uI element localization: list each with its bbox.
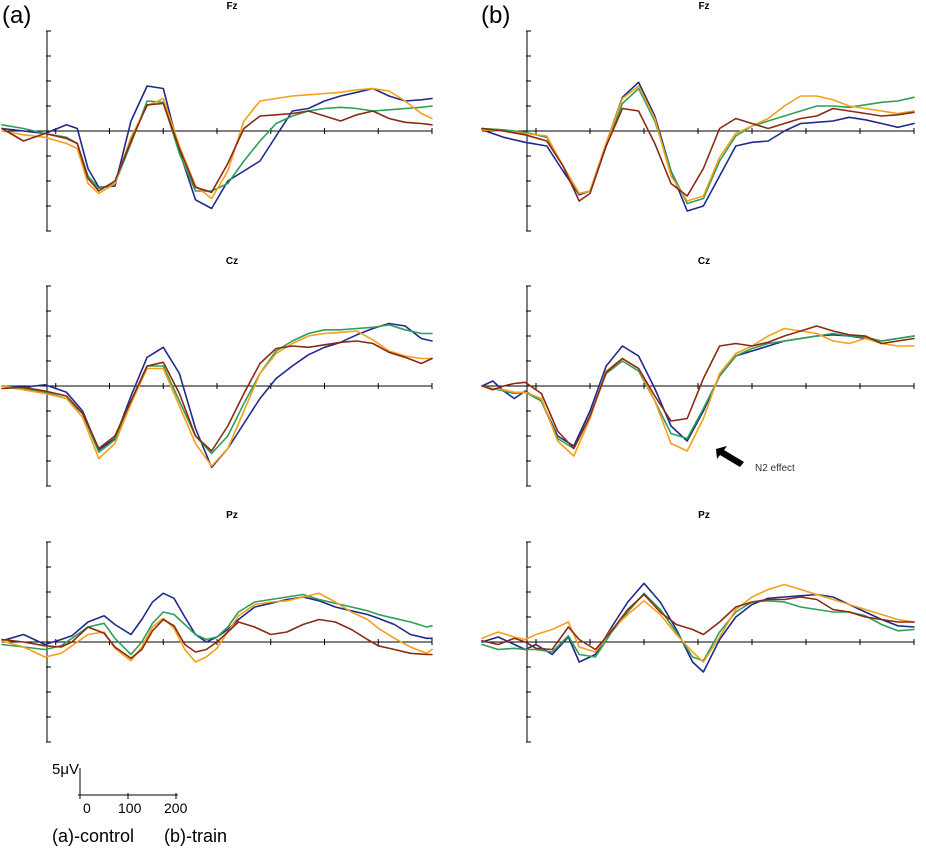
- series-line-darkred: [481, 593, 915, 651]
- scale-bar-amplitude-label: 5μV: [52, 761, 79, 778]
- series-line-darkred: [1, 618, 433, 660]
- erp-chart-2: Cz: [1, 256, 433, 487]
- series-line-orange: [1, 330, 433, 467]
- scale-bar-tick-100: 100: [118, 800, 142, 816]
- series-line-darkred: [481, 325, 915, 450]
- n2-arrow-icon: [716, 446, 744, 467]
- series-line-orange: [481, 85, 915, 202]
- series-line-darkred: [1, 340, 433, 452]
- series-line-blue: [1, 592, 433, 646]
- caption-control: (a)-control: [52, 826, 135, 846]
- series-line-orange: [1, 87, 433, 200]
- series-line-darkred: [481, 107, 915, 202]
- panel-a-label: (a): [2, 2, 32, 29]
- series-line-orange: [481, 327, 915, 457]
- series-line-green: [481, 592, 915, 662]
- series-line-green: [481, 332, 915, 450]
- chart-title: Pz: [698, 510, 710, 521]
- series-line-green: [1, 323, 433, 455]
- chart-title: Cz: [226, 256, 238, 267]
- erp-chart-5: Cz N2 effect: [481, 256, 915, 487]
- series-line-green: [1, 100, 433, 192]
- series-line-green: [1, 593, 433, 656]
- n2-effect-label: N2 effect: [755, 463, 795, 474]
- panel-b-label: (b): [481, 2, 511, 29]
- series-line-orange: [1, 592, 433, 663]
- scale-bar: [78, 768, 178, 799]
- chart-title: Fz: [226, 1, 237, 12]
- erp-chart-4: Fz: [481, 1, 915, 232]
- scale-bar-tick-200: 200: [164, 800, 188, 816]
- chart-title: Pz: [226, 510, 238, 521]
- erp-chart-6: Pz: [481, 510, 915, 743]
- series-line-blue: [481, 81, 915, 212]
- caption-train: (b)-train: [164, 826, 228, 846]
- erp-chart-1: Fz: [1, 1, 433, 232]
- chart-title: Fz: [698, 1, 709, 12]
- series-line-orange: [481, 583, 915, 663]
- series-line-darkred: [1, 102, 433, 194]
- chart-title: Cz: [698, 256, 710, 267]
- series-line-blue: [1, 85, 433, 210]
- scale-bar-tick-0: 0: [83, 800, 91, 816]
- erp-chart-3: Pz: [1, 510, 433, 743]
